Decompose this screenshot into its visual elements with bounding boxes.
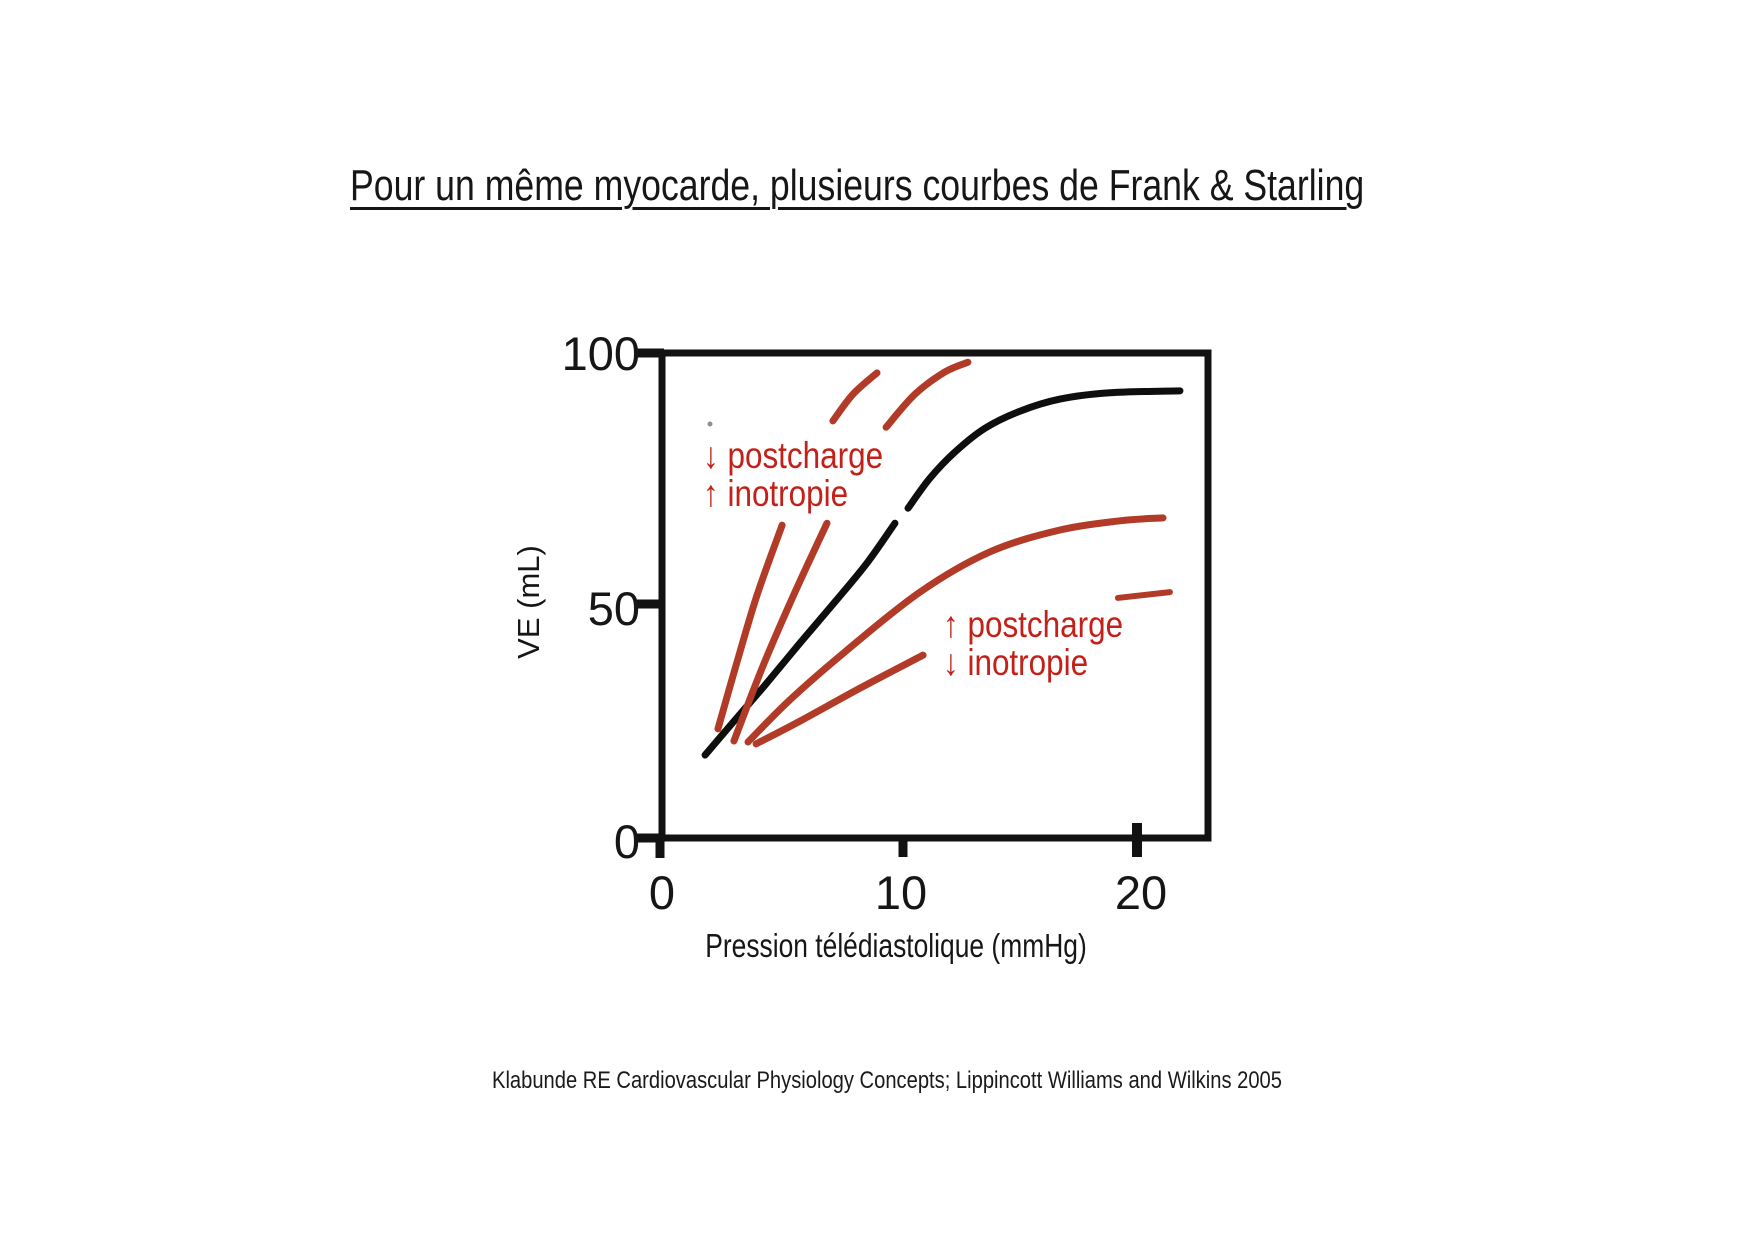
x-tick-label-20: 20 bbox=[1114, 866, 1168, 919]
segment-residuel-droite bbox=[1114, 589, 1173, 601]
curves-layer bbox=[701, 358, 1184, 759]
citation: Klabunde RE Cardiovascular Physiology Co… bbox=[492, 1067, 1282, 1094]
y-tick-label-0: 0 bbox=[613, 815, 640, 868]
courbe-hausse-postcharge-baisse-inotropie-externe bbox=[752, 651, 927, 748]
y-axis-title: VE (mL) bbox=[511, 545, 546, 659]
y-tick-label-50: 50 bbox=[587, 582, 640, 635]
annotation-baisse-postcharge: ↓ postcharge ↑ inotropie bbox=[703, 437, 883, 513]
courbe-frank-starling-normale bbox=[904, 387, 1184, 512]
annotation-line: ↑ postcharge bbox=[943, 604, 1124, 645]
x-axis-title: Pression télédiastolique (mmHg) bbox=[705, 927, 1087, 964]
courbe-hausse-postcharge-baisse-inotropie-interne bbox=[744, 514, 1167, 746]
courbe-baisse-postcharge-hausse-inotropie-externe bbox=[714, 521, 786, 733]
annotation-hausse-postcharge: ↑ postcharge ↓ inotropie bbox=[943, 606, 1123, 682]
y-tick-label-100: 100 bbox=[561, 327, 640, 380]
plot-frame bbox=[658, 349, 1212, 842]
courbe-baisse-postcharge-hausse-inotropie-interne bbox=[882, 358, 972, 431]
annotation-line: ↓ inotropie bbox=[943, 642, 1089, 683]
slide-title: Pour un même myocarde, plusieurs courbes… bbox=[350, 161, 1365, 210]
annotation-line: ↓ postcharge bbox=[703, 435, 884, 476]
x-tick-label-0: 0 bbox=[648, 866, 676, 919]
courbe-frank-starling-normale bbox=[701, 519, 899, 759]
x-tick-label-10: 10 bbox=[874, 866, 928, 919]
courbe-baisse-postcharge-hausse-inotropie-externe bbox=[829, 369, 881, 425]
annotation-line: ↑ inotropie bbox=[703, 473, 849, 514]
courbe-baisse-postcharge-hausse-inotropie-interne bbox=[730, 519, 831, 745]
artifact-dot bbox=[707, 421, 713, 427]
